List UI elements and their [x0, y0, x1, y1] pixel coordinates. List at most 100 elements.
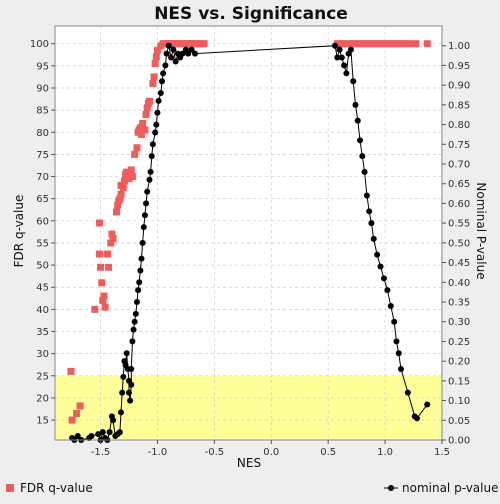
fdr-point [150, 73, 158, 81]
pvalue-point [74, 433, 81, 440]
fdr-point [97, 263, 105, 271]
pvalue-point [395, 350, 402, 357]
y-right-tick-label: 0.25 [448, 337, 470, 348]
pvalue-point [127, 397, 134, 404]
fdr-point [103, 250, 111, 258]
pvalue-point [391, 318, 398, 325]
pvalue-point [179, 50, 186, 57]
pvalue-point [128, 366, 135, 373]
pvalue-point [162, 62, 169, 69]
fdr-point [95, 250, 103, 258]
fdr-point [104, 263, 112, 271]
pvalue-point [130, 326, 137, 333]
x-tick-label: -0.5 [205, 447, 225, 458]
fdr-point [151, 60, 159, 68]
legend-fdr-label: FDR q-value [20, 481, 93, 495]
y-right-tick-label: 0.50 [448, 238, 470, 249]
y-right-tick-label: 0.80 [448, 120, 470, 131]
pvalue-point [154, 109, 161, 116]
fdr-point [67, 367, 75, 375]
y-right-tick-label: 0.10 [448, 396, 470, 407]
y-right-tick-label: 0.55 [448, 219, 470, 230]
pvalue-point [359, 153, 366, 160]
pvalue-point [338, 54, 345, 61]
pvalue-point [366, 208, 373, 215]
y-left-tick-label: 75 [36, 150, 49, 161]
pvalue-point [370, 235, 377, 242]
pvalue-point [153, 121, 160, 128]
plot-area [55, 26, 442, 440]
plot-frame [54, 25, 443, 441]
fdr-point [73, 409, 81, 417]
pvalue-point [158, 78, 165, 85]
y-left-tick-label: 85 [36, 106, 49, 117]
pvalue-point [148, 153, 155, 160]
y-left-tick-label: 25 [36, 371, 49, 382]
pvalue-point [95, 431, 102, 438]
x-tick-label: 0.5 [320, 447, 336, 458]
fdr-point [76, 402, 84, 410]
y-left-tick-label: 60 [36, 216, 49, 227]
fdr-point [91, 305, 99, 313]
pvalue-point [374, 251, 381, 258]
pvalue-point [139, 239, 146, 246]
y-left-tick-label: 35 [36, 327, 49, 338]
fdr-point [200, 40, 208, 48]
pvalue-point [116, 429, 123, 436]
fdr-point [143, 104, 151, 112]
fdr-point [133, 144, 141, 152]
pvalue-point [404, 389, 411, 396]
pvalue-point [393, 338, 400, 345]
y-right-tick-label: 0.05 [448, 416, 470, 427]
pvalue-point [368, 220, 375, 227]
pvalue-point [398, 366, 405, 373]
fdr-point [141, 126, 149, 134]
legend: FDR q-value nominal p-value [6, 481, 498, 495]
pvalue-point [354, 117, 361, 124]
fdr-point [107, 239, 115, 247]
pvalue-point [350, 78, 357, 85]
y-right-tick-label: 0.20 [448, 357, 470, 368]
pvalue-point [155, 97, 162, 104]
fdr-point [149, 80, 157, 88]
y-right-tick-label: 0.90 [448, 81, 470, 92]
fdr-point [423, 40, 431, 48]
legend-pvalue-label: nominal p-value [402, 481, 498, 495]
y-right-axis-label: Nominal P-value [474, 182, 488, 279]
pvalue-point [110, 417, 117, 424]
pvalue-point [147, 168, 154, 175]
fdr-point [123, 168, 131, 176]
pvalue-point [165, 42, 172, 49]
fdr-point [112, 208, 120, 216]
pvalue-line [71, 45, 428, 442]
pvalue-point [185, 50, 192, 57]
fdr-point [127, 166, 135, 174]
pvalue-point [341, 62, 348, 69]
x-tick-label: 1.0 [377, 447, 393, 458]
fdr-point [128, 173, 136, 181]
pvalue-point [138, 255, 145, 262]
pvalue-point [157, 90, 164, 97]
y-right-tick-label: 0.35 [448, 298, 470, 309]
fdr-point [145, 97, 153, 105]
pvalue-point [135, 287, 142, 294]
y-left-tick-label: 100 [30, 39, 49, 50]
x-axis-label: NES [237, 456, 261, 470]
y-right-tick-label: 0.65 [448, 179, 470, 190]
y-right-tick-label: 0.40 [448, 278, 470, 289]
pvalue-point [133, 299, 140, 305]
fdr-point [131, 150, 139, 158]
pvalue-point [149, 141, 156, 148]
pvalue-point [188, 46, 195, 53]
fdr-point [95, 219, 103, 227]
axes: -1.5 -1.0 -0.5 0.0 0.5 1.0 1.5 15 20 25 30 35 40 45 50… [30, 39, 470, 458]
pvalue-point [140, 224, 147, 231]
y-right-tick-label: 0.95 [448, 61, 470, 72]
pvalue-point [347, 46, 354, 53]
pvalue-point [129, 338, 136, 345]
pvalue-point [88, 433, 95, 440]
pvalue-point [160, 70, 167, 77]
legend-fdr-swatch [6, 484, 14, 492]
pvalue-point [131, 318, 138, 325]
